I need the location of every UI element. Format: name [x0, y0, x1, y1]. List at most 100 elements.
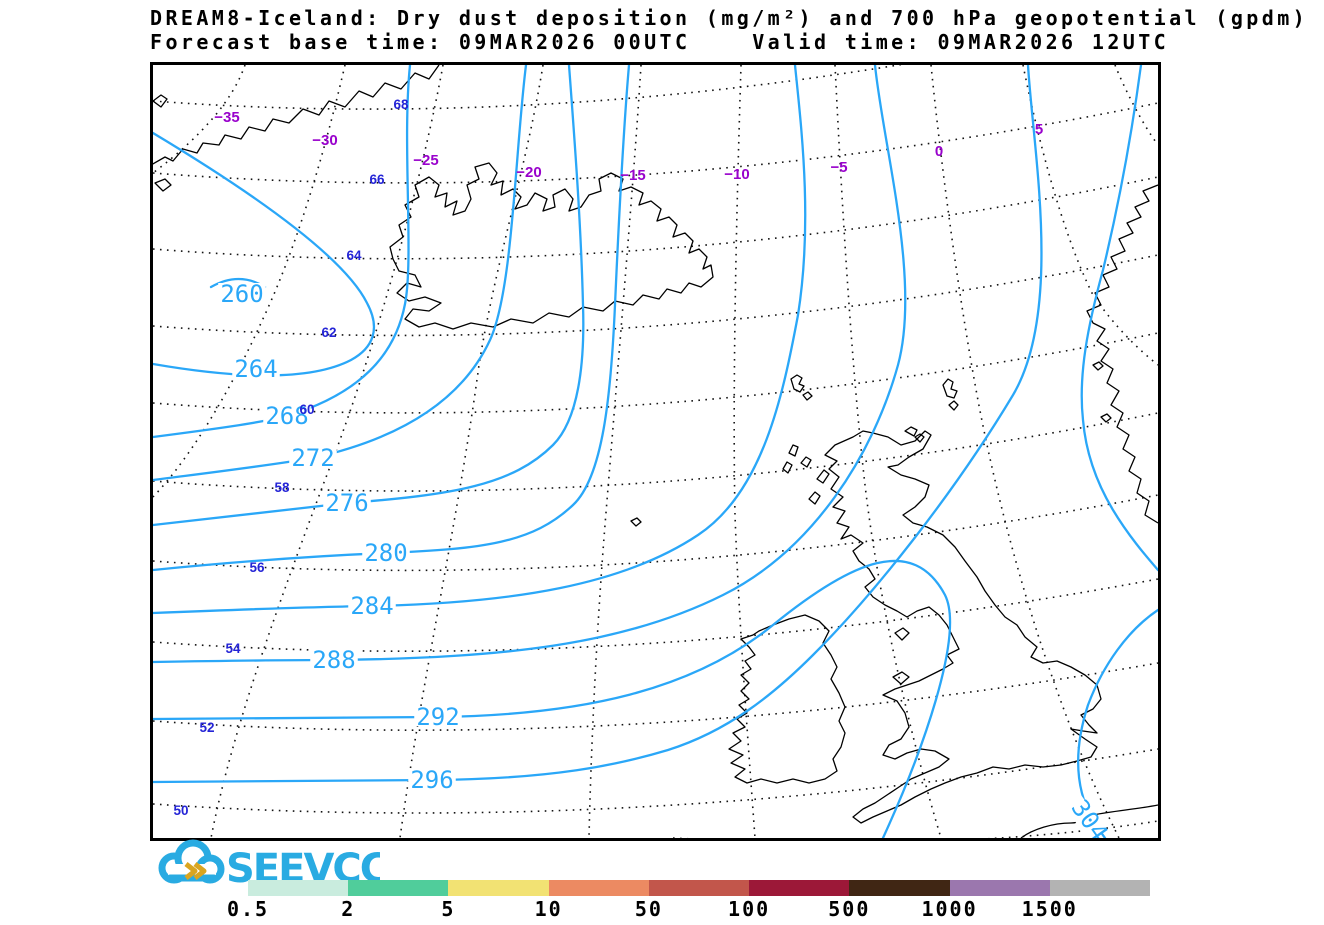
- colorbar-segment: [648, 880, 750, 896]
- hebrides-islands: [808, 491, 821, 505]
- latitude-label: 56: [249, 560, 265, 575]
- longitude-label: −35: [214, 109, 239, 126]
- contour-label-mask: [323, 492, 371, 512]
- latitude-label: 68: [393, 97, 409, 112]
- contour-296: [153, 65, 1043, 784]
- chart-subtitle-times: Forecast base time: 09MAR2026 00UTC Vali…: [150, 30, 1170, 54]
- geopotential-contour-label: 296: [410, 766, 453, 794]
- latitude-label: 64: [346, 248, 362, 263]
- anglesey-island: [892, 671, 910, 685]
- colorbar-tick: 10: [534, 897, 563, 921]
- contour-label-mask: [408, 769, 456, 789]
- faroe-islands: [790, 374, 805, 393]
- latitude-label: 52: [199, 720, 214, 735]
- hebrides-islands: [782, 461, 793, 474]
- faroe-islands: [802, 391, 813, 401]
- colorbar-tick: 50: [634, 897, 663, 921]
- shetland-islands: [942, 378, 958, 399]
- isle-of-man: [894, 627, 910, 641]
- shetland-islands: [948, 400, 959, 411]
- colorbar-tick: 1500: [1021, 897, 1078, 921]
- deposition-colorbar: [248, 880, 1151, 896]
- longitude-label: −15: [620, 167, 645, 184]
- contour-268: [153, 65, 412, 439]
- contour-288: [153, 65, 907, 664]
- colorbar-segment: [448, 880, 550, 896]
- contour-280: [153, 65, 631, 572]
- geopotential-contour-label: 268: [265, 402, 308, 430]
- longitude-label: −30: [312, 132, 337, 149]
- map-canvas: 2602642682722762802842882922963046866646…: [153, 65, 1158, 838]
- hebrides-islands: [800, 456, 812, 468]
- contour-label-mask: [218, 283, 266, 303]
- greenland-islet: [153, 94, 168, 108]
- contour-276: [153, 65, 585, 527]
- hebrides-islands: [788, 444, 799, 457]
- contour-264: [153, 131, 376, 377]
- longitude-label: −20: [516, 164, 541, 181]
- geopotential-contour-label: 284: [350, 592, 393, 620]
- geopotential-contour-label: 292: [416, 703, 459, 731]
- contour-label-mask: [348, 595, 396, 615]
- colorbar-tick: 500: [828, 897, 871, 921]
- latitude-label: 50: [173, 803, 188, 818]
- geopotential-contour-label: 260: [220, 280, 263, 308]
- geopotential-contours: [153, 65, 1158, 838]
- map-labels: 2602642682722762802842882922963046866646…: [173, 97, 1113, 838]
- latitude-label: 58: [274, 480, 290, 495]
- colorbar-tick: 2: [341, 897, 356, 921]
- vestmannaeyjar-islet: [630, 517, 642, 527]
- latitude-label: 60: [299, 402, 314, 417]
- longitude-label: 5: [1035, 121, 1043, 138]
- colorbar-tick: 5: [441, 897, 456, 921]
- latitude-label: 66: [369, 172, 385, 187]
- contour-label-mask: [289, 447, 337, 467]
- geopotential-contour-label: 288: [312, 646, 355, 674]
- colorbar-segment: [248, 880, 349, 896]
- colorbar-segment: [548, 880, 650, 896]
- orkney-islands: [914, 433, 925, 443]
- great-britain-coast: [824, 430, 1102, 824]
- longitude-label: 0: [935, 143, 943, 160]
- contour-304: [1076, 608, 1158, 838]
- iceland-coast: [389, 162, 714, 330]
- colorbar-segment: [1049, 880, 1151, 896]
- hebrides-islands: [816, 469, 830, 484]
- latitude-label: 62: [321, 325, 336, 340]
- colorbar-segment: [949, 880, 1051, 896]
- geopotential-contour-label: 272: [291, 444, 334, 472]
- colorbar-tick: 1000: [921, 897, 978, 921]
- greenland-islet: [154, 178, 172, 192]
- longitude-label: −25: [413, 152, 438, 169]
- colorbar-tick: 100: [728, 897, 771, 921]
- arrow-icon: [184, 862, 207, 880]
- contour-272: [153, 65, 528, 482]
- colorbar-tick: 0.5: [226, 897, 270, 921]
- contour-300: [1080, 65, 1158, 572]
- colorbar-segment: [348, 880, 449, 896]
- orkney-islands: [904, 426, 918, 437]
- longitude-label: −10: [724, 166, 749, 183]
- latitude-label: 54: [225, 641, 241, 656]
- geopotential-contour-label: 280: [364, 539, 407, 567]
- map-frame: 260 264 268 272 276 280 284 288 292 296 304 68 66 64 6…: [150, 62, 1161, 841]
- contour-label-mask: [1062, 791, 1106, 838]
- colorbar-segment: [849, 880, 951, 896]
- norway-islet: [1092, 361, 1104, 371]
- contour-label-mask: [310, 649, 358, 669]
- norway-coast: [1086, 184, 1158, 524]
- longitude-label: −5: [830, 159, 847, 176]
- greenland-coast: [153, 65, 440, 165]
- contour-label-mask: [362, 542, 410, 562]
- contour-292: [153, 559, 952, 838]
- ireland-coast: [728, 614, 846, 784]
- contour-label-mask: [263, 405, 311, 425]
- colorbar-segment: [749, 880, 850, 896]
- cloud-icon: [158, 839, 225, 884]
- geopotential-contour-label: 264: [234, 355, 277, 383]
- contour-284: [153, 65, 807, 615]
- norway-islet: [1100, 413, 1112, 423]
- chart-title: DREAM8-Iceland: Dry dust deposition (mg/…: [150, 6, 1309, 30]
- geopotential-contour-label: 276: [325, 489, 368, 517]
